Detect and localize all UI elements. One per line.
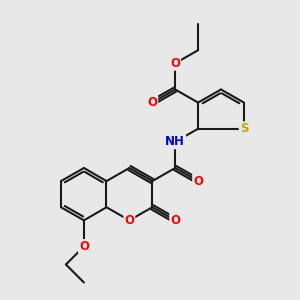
Text: O: O — [193, 175, 203, 188]
Text: O: O — [147, 96, 157, 109]
Text: O: O — [170, 214, 180, 227]
Text: O: O — [124, 214, 134, 227]
Text: O: O — [79, 240, 89, 253]
Text: O: O — [170, 57, 180, 70]
Text: S: S — [240, 122, 248, 135]
Text: NH: NH — [165, 135, 185, 148]
